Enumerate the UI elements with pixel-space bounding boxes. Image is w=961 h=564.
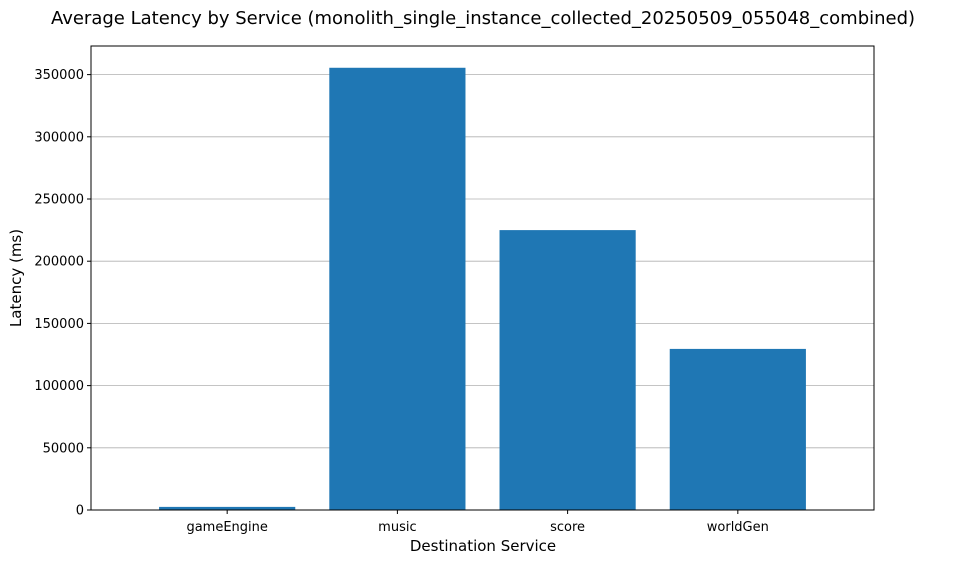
- bar-gameEngine: [159, 506, 296, 510]
- x-tick-label: worldGen: [707, 520, 769, 535]
- x-axis-label: Destination Service: [410, 537, 556, 555]
- y-axis-ticks: 0 50000 100000 150000 200000 250000 300000 3500…: [34, 68, 91, 519]
- y-axis-label: Latency (ms): [7, 229, 25, 327]
- y-tick-label: 150000: [34, 317, 84, 332]
- y-tick-label: 300000: [34, 130, 84, 145]
- y-tick-label: 50000: [43, 441, 84, 456]
- x-tick-label: score: [550, 520, 585, 535]
- y-tick-label: 250000: [34, 193, 84, 208]
- y-tick-label: 350000: [34, 68, 84, 83]
- x-tick-label: gameEngine: [186, 520, 267, 535]
- bar-worldGen: [669, 348, 806, 510]
- x-tick-label: music: [378, 520, 416, 535]
- y-tick-label: 0: [76, 504, 84, 519]
- y-tick-label: 200000: [34, 255, 84, 270]
- x-axis-ticks: gameEngine music score worldGen: [186, 510, 769, 535]
- plot-frame: [90, 45, 875, 511]
- grid-layer: [91, 74, 874, 449]
- bar-layer: [159, 67, 806, 510]
- bar-music: [329, 67, 466, 510]
- chart-title: Average Latency by Service (monolith_sin…: [51, 8, 915, 29]
- y-tick-label: 100000: [34, 379, 84, 394]
- bar-score: [499, 230, 636, 510]
